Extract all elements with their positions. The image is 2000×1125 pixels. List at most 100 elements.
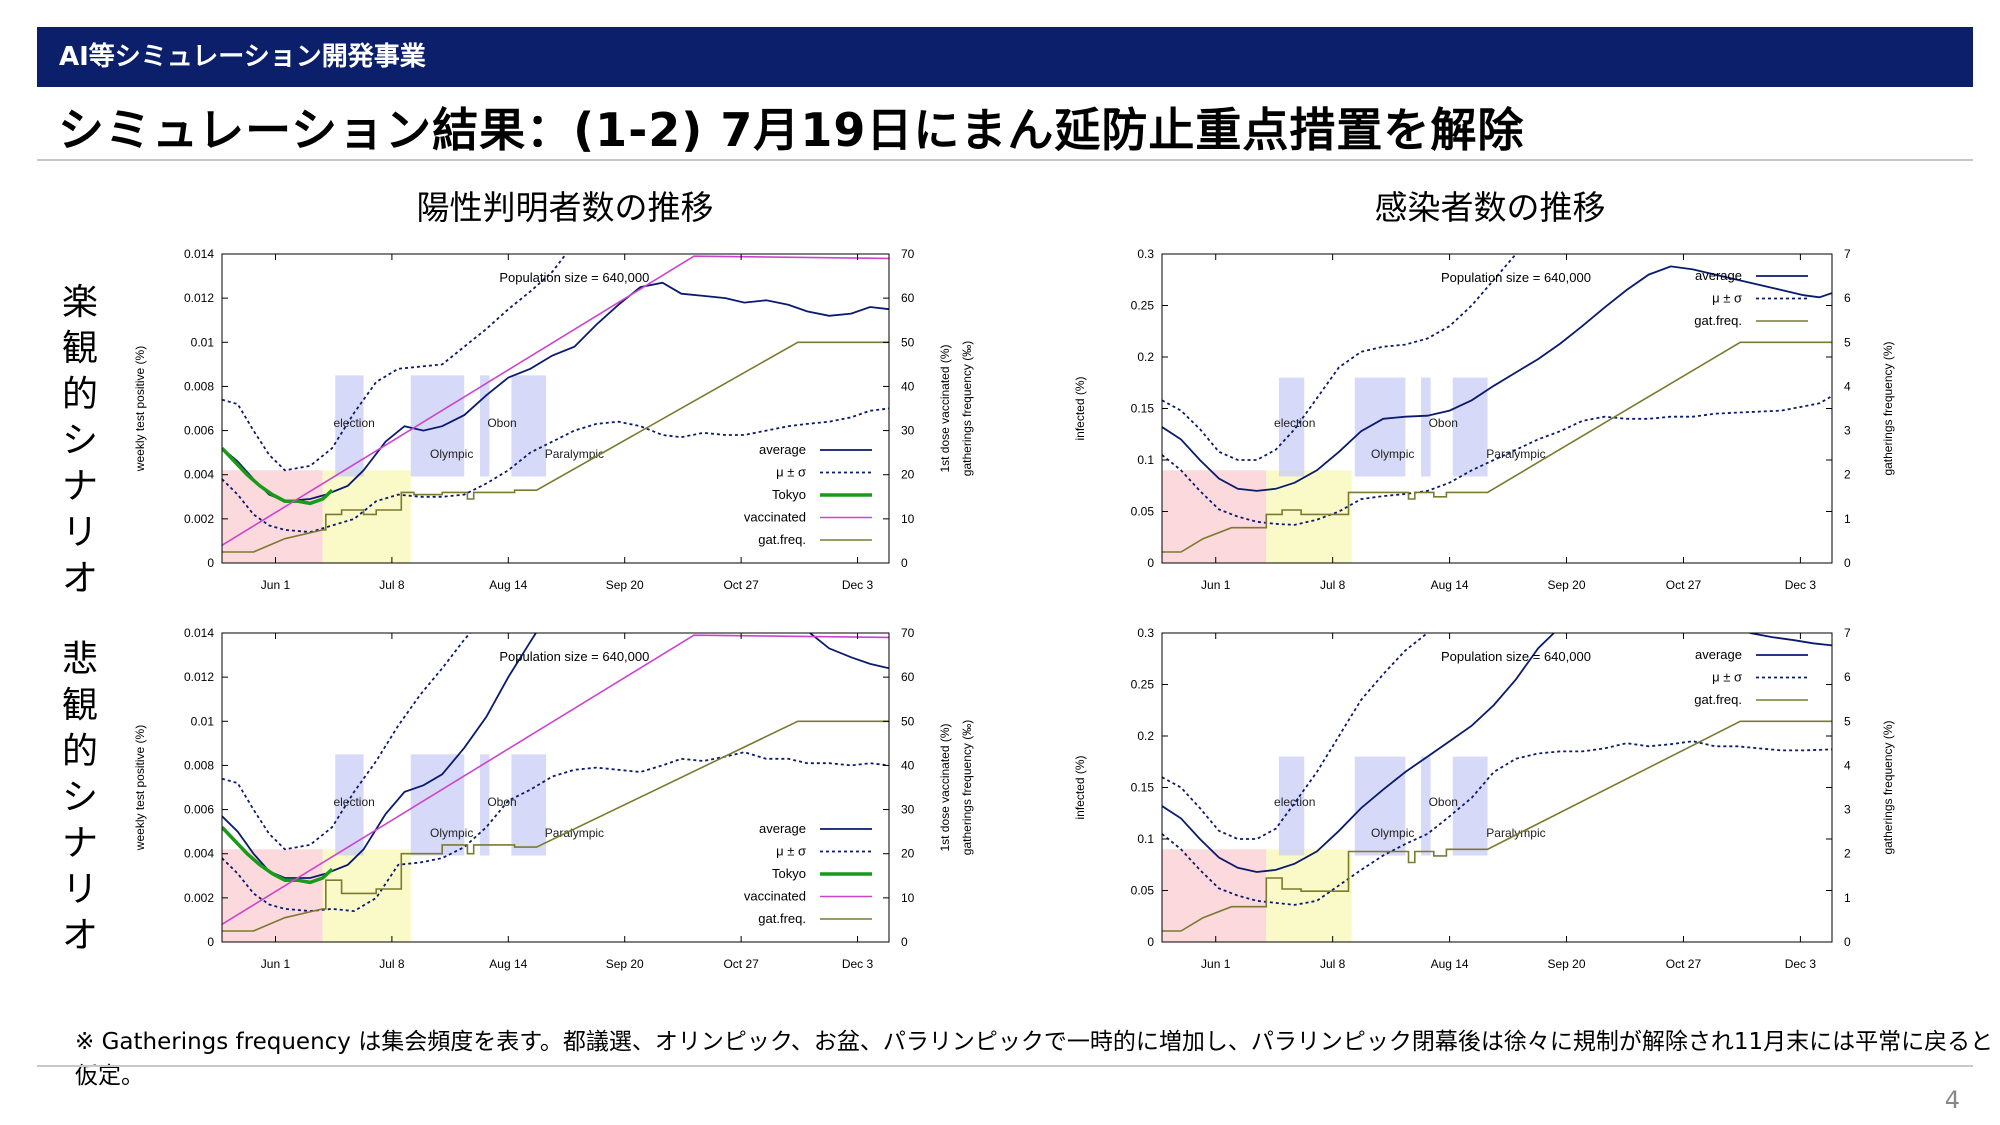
event-label: Obon bbox=[1429, 416, 1458, 430]
y-axis-label-right: gatherings frequency (%) bbox=[1881, 341, 1895, 475]
row-label-char: 的 bbox=[61, 374, 98, 415]
y-tick-label-right: 0 bbox=[1844, 556, 1851, 570]
y-tick-label-right: 50 bbox=[901, 335, 915, 349]
series-line-tokyo bbox=[222, 446, 334, 506]
event-span bbox=[511, 754, 547, 856]
event-span bbox=[479, 375, 490, 477]
chart-positive-optimistic: election Olympic Obon Paralympic 0 0.002 0.004… bbox=[133, 247, 974, 592]
population-annotation: Population size = 640,000 bbox=[1441, 270, 1591, 285]
y-tick-label-right: 6 bbox=[1844, 291, 1851, 305]
event-label: Olympic bbox=[1371, 826, 1414, 840]
y-tick-label-right: 1 bbox=[1844, 512, 1851, 526]
event-label: election bbox=[1274, 795, 1315, 809]
y-tick-label-right: 10 bbox=[901, 512, 915, 526]
y-tick-label-right: 5 bbox=[1844, 335, 1851, 349]
y-tick-label-right: 30 bbox=[901, 803, 915, 817]
event-label: Obon bbox=[1429, 795, 1458, 809]
population-annotation: Population size = 640,000 bbox=[499, 270, 649, 285]
legend-label: vaccinated bbox=[744, 889, 806, 904]
y-tick-label-right: 10 bbox=[901, 891, 915, 905]
legend-label: vaccinated bbox=[744, 510, 806, 525]
series-line-average bbox=[222, 633, 537, 879]
event-label: Obon bbox=[487, 416, 516, 430]
legend-label: average bbox=[759, 821, 806, 836]
series-line-gatfreq bbox=[222, 720, 889, 932]
y-tick-label-left: 0.008 bbox=[184, 758, 214, 772]
x-tick-label: Jun 1 bbox=[261, 578, 291, 592]
legend-label: average bbox=[759, 442, 806, 457]
series-line- bbox=[1162, 395, 1832, 526]
y-axis-label-right: gatherings frequency (‰) bbox=[960, 720, 974, 855]
x-tick-label: Jul 8 bbox=[1320, 957, 1346, 971]
event-span bbox=[1354, 377, 1406, 477]
y-tick-label-left: 0.2 bbox=[1137, 729, 1154, 743]
y-tick-label-left: 0.1 bbox=[1137, 832, 1154, 846]
series-group bbox=[1162, 633, 1832, 932]
legend-label: μ ± σ bbox=[1712, 670, 1742, 685]
y-tick-label-left: 0.006 bbox=[184, 803, 214, 817]
series-line-tokyo bbox=[222, 825, 334, 885]
header-bar: AI等シミュレーション開発事業 bbox=[37, 27, 1973, 87]
y-tick-label-right: 70 bbox=[901, 247, 915, 261]
y-tick-label-right: 0 bbox=[901, 935, 908, 949]
legend-label: gat.freq. bbox=[1694, 692, 1742, 707]
y-tick-label-left: 0.004 bbox=[184, 468, 214, 482]
series-line- bbox=[1162, 740, 1832, 906]
y-tick-label-right: 0 bbox=[1844, 935, 1851, 949]
y-tick-label-right: 20 bbox=[901, 468, 915, 482]
y-tick-label-left: 0.014 bbox=[184, 247, 214, 261]
event-label: election bbox=[333, 416, 374, 430]
event-label: Paralympic bbox=[545, 447, 604, 461]
y-tick-label-left: 0.01 bbox=[191, 714, 215, 728]
row-label-char: 楽 bbox=[61, 282, 98, 323]
event-label: Obon bbox=[487, 795, 516, 809]
y-tick-label-left: 0.002 bbox=[184, 891, 214, 905]
legend-label: gat.freq. bbox=[1694, 313, 1742, 328]
row-label-char: ナ bbox=[61, 823, 98, 864]
event-label: Paralympic bbox=[1486, 447, 1545, 461]
y-tick-label-left: 0 bbox=[1147, 935, 1154, 949]
event-span bbox=[410, 375, 465, 477]
y-tick-label-right: 3 bbox=[1844, 424, 1851, 438]
y-tick-label-left: 0 bbox=[207, 935, 214, 949]
y-tick-label-left: 0.3 bbox=[1137, 247, 1154, 261]
y-tick-label-right: 40 bbox=[901, 379, 915, 393]
legend-label: gat.freq. bbox=[758, 532, 806, 547]
x-tick-label: Aug 14 bbox=[489, 578, 527, 592]
row-label-char: リ bbox=[61, 512, 98, 553]
series-line- bbox=[222, 407, 889, 534]
y-tick-label-right: 70 bbox=[901, 626, 915, 640]
x-tick-label: Jul 8 bbox=[379, 578, 405, 592]
x-tick-label: Jul 8 bbox=[379, 957, 405, 971]
column-title-positive: 陽性判明者数の推移 bbox=[416, 188, 714, 227]
y-axis-label-left: weekly test positive (%) bbox=[133, 725, 147, 851]
y-tick-label-right: 2 bbox=[1844, 468, 1851, 482]
legend-label: average bbox=[1695, 647, 1742, 662]
yellow-span bbox=[1266, 470, 1352, 563]
x-tick-label: Aug 14 bbox=[1431, 957, 1469, 971]
x-tick-label: Dec 3 bbox=[1785, 957, 1817, 971]
legend-label: gat.freq. bbox=[758, 911, 806, 926]
y-tick-label-right: 0 bbox=[901, 556, 908, 570]
x-tick-label: Oct 27 bbox=[723, 578, 759, 592]
y-tick-label-left: 0.25 bbox=[1131, 299, 1155, 313]
series-line-gatfreq bbox=[222, 341, 889, 553]
event-label: Olympic bbox=[430, 447, 473, 461]
y-tick-label-left: 0.008 bbox=[184, 379, 214, 393]
event-span bbox=[335, 754, 364, 856]
series-line-gatfreq bbox=[1162, 341, 1832, 553]
row-label-char: シ bbox=[61, 420, 98, 461]
series-line-average bbox=[808, 633, 889, 670]
legend-label: μ ± σ bbox=[776, 465, 806, 480]
header-title: AI等シミュレーション開発事業 bbox=[59, 42, 426, 72]
y-axis-label-left: infected (%) bbox=[1073, 376, 1087, 440]
event-span bbox=[1278, 756, 1305, 856]
legend-label: μ ± σ bbox=[1712, 291, 1742, 306]
y-tick-label-left: 0.05 bbox=[1131, 884, 1155, 898]
pink-span bbox=[1162, 849, 1267, 942]
y-tick-label-left: 0.012 bbox=[184, 291, 214, 305]
series-line-vaccinated bbox=[222, 634, 889, 925]
y-tick-label-right: 30 bbox=[901, 424, 915, 438]
x-tick-label: Jun 1 bbox=[1201, 957, 1231, 971]
event-label: election bbox=[1274, 416, 1315, 430]
